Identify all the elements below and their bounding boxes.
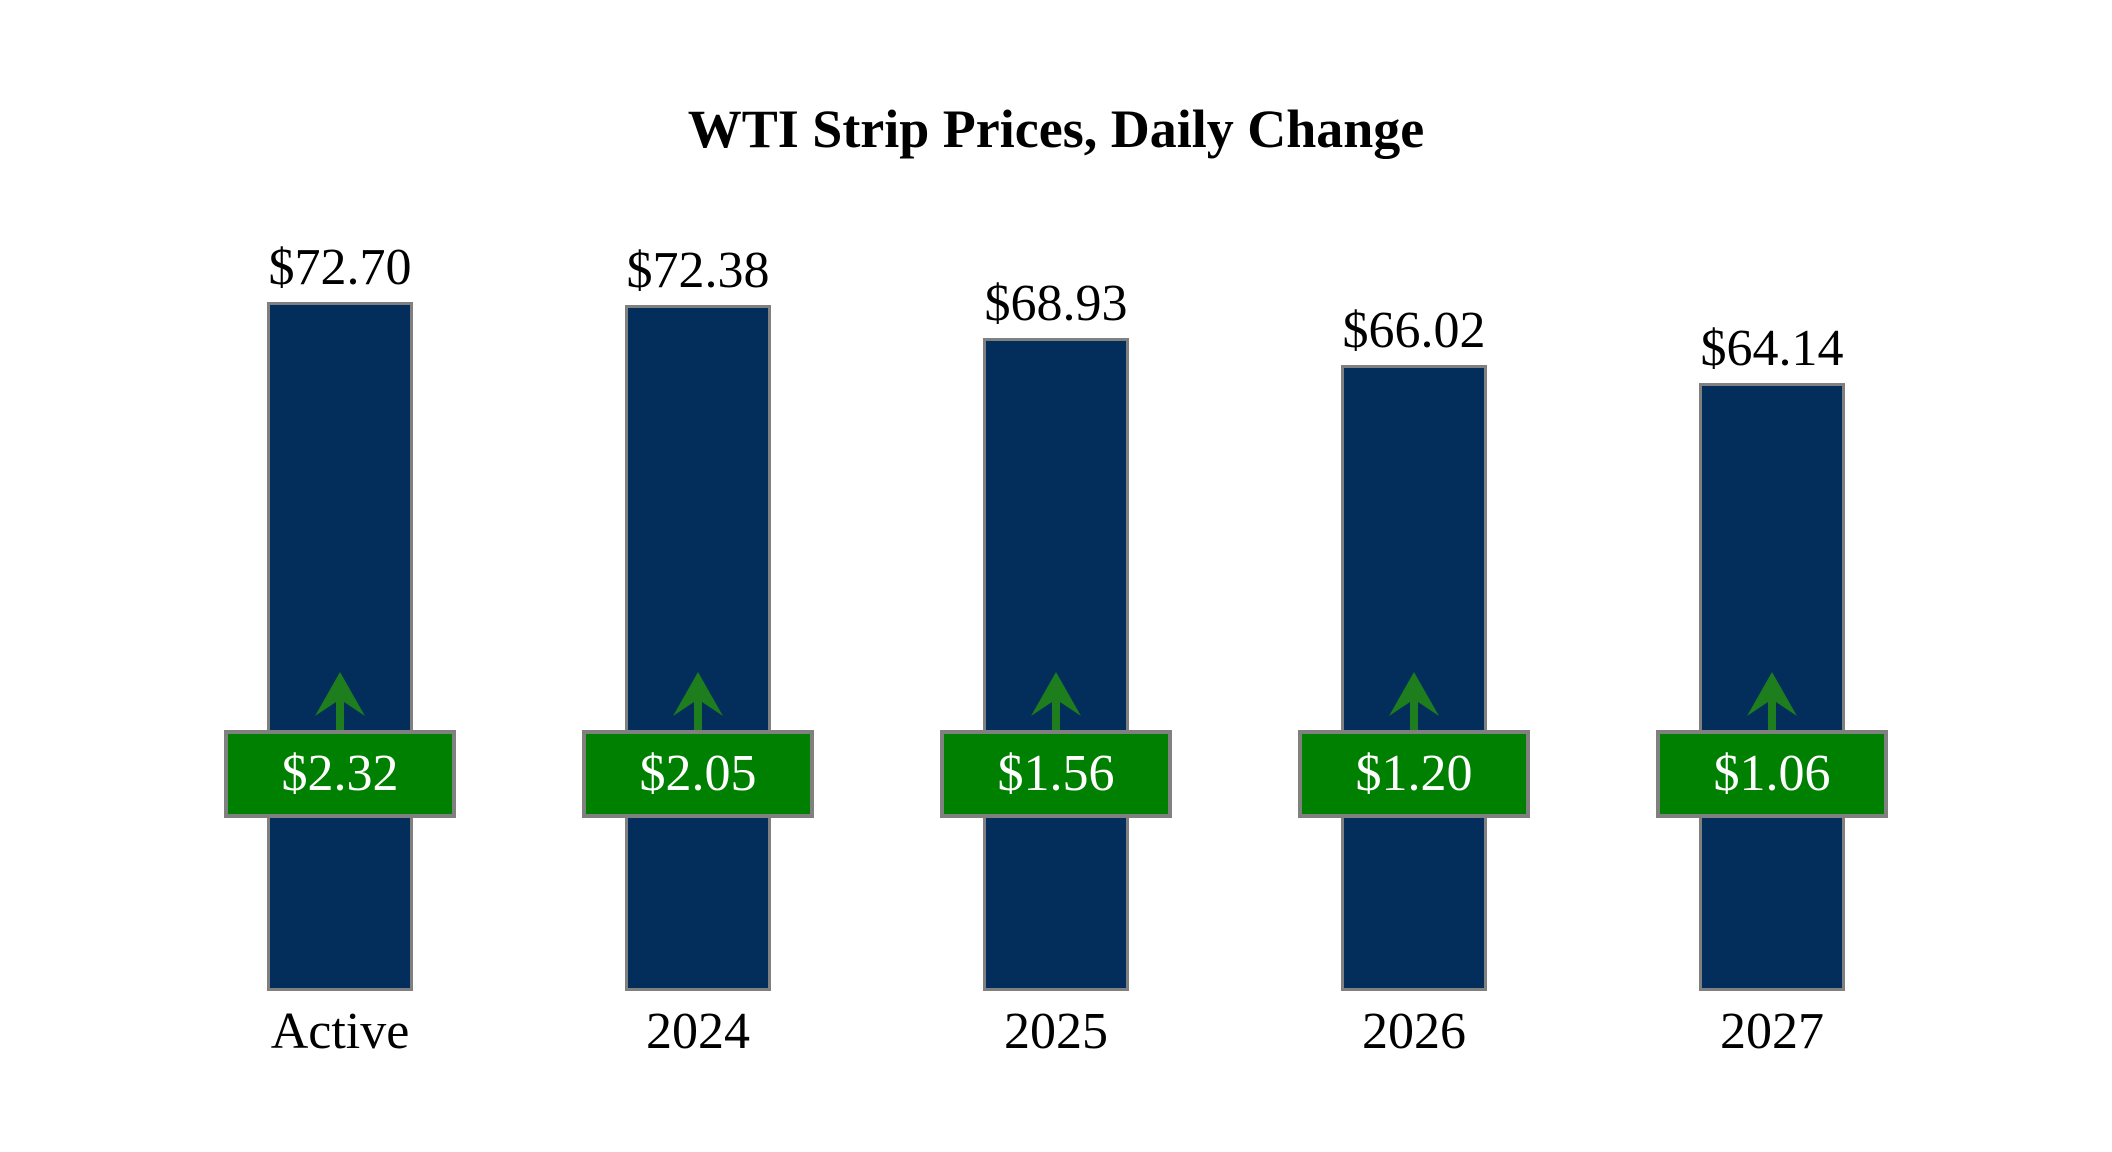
change-badge: $1.56 — [940, 730, 1172, 818]
up-arrow-icon — [1031, 672, 1081, 730]
up-arrow-icon — [673, 672, 723, 730]
bar — [267, 302, 413, 991]
up-arrow-icon — [1747, 672, 1797, 730]
change-badge-label: $1.56 — [997, 745, 1115, 802]
change-badge: $1.06 — [1656, 730, 1888, 818]
bar-value-label: $66.02 — [1342, 302, 1486, 359]
category-label: 2026 — [1362, 1003, 1466, 1060]
bar — [625, 305, 771, 991]
change-badge-label: $2.32 — [281, 745, 399, 802]
change-badge-label: $1.06 — [1713, 745, 1831, 802]
bar-value-label: $68.93 — [984, 275, 1128, 332]
category-label: 2024 — [646, 1003, 750, 1060]
bar-value-label: $72.70 — [268, 239, 412, 296]
category-label: 2025 — [1004, 1003, 1108, 1060]
bar-value-label: $64.14 — [1700, 320, 1844, 377]
bar — [983, 338, 1129, 991]
change-badge-label: $2.05 — [639, 745, 757, 802]
category-label: 2027 — [1720, 1003, 1824, 1060]
up-arrow-icon — [315, 672, 365, 730]
change-badge: $2.32 — [224, 730, 456, 818]
change-badge-label: $1.20 — [1355, 745, 1473, 802]
change-badge: $1.20 — [1298, 730, 1530, 818]
category-label: Active — [270, 1003, 410, 1060]
chart-title: WTI Strip Prices, Daily Change — [687, 99, 1425, 159]
up-arrow-icon — [1389, 672, 1439, 730]
bar-value-label: $72.38 — [626, 242, 770, 299]
change-badge: $2.05 — [582, 730, 814, 818]
